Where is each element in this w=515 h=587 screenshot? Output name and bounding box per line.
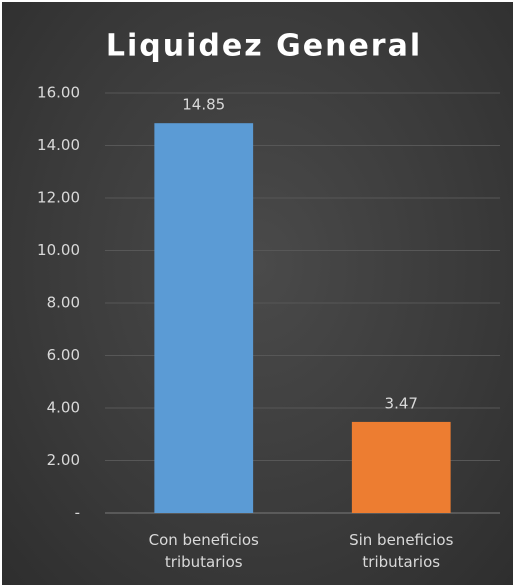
y-tick-label: 4.00 xyxy=(47,399,80,417)
x-tick-label: Sin beneficios tributarios xyxy=(349,531,454,571)
data-label: 14.85 xyxy=(182,96,225,114)
y-tick-label: - xyxy=(75,504,80,522)
bar xyxy=(351,421,451,513)
y-tick-label: 8.00 xyxy=(47,294,80,312)
y-tick-label: 16.00 xyxy=(37,84,80,102)
x-tick-label: Con beneficios tributarios xyxy=(148,531,259,571)
y-tick-label: 10.00 xyxy=(37,241,80,259)
chart-title: Liquidez General xyxy=(106,29,422,64)
y-tick-label: 2.00 xyxy=(47,451,80,469)
data-label: 3.47 xyxy=(385,394,418,412)
y-tick-label: 6.00 xyxy=(47,346,80,364)
y-tick-label: 12.00 xyxy=(37,189,80,207)
y-tick-label: 14.00 xyxy=(37,136,80,154)
bar xyxy=(154,123,254,513)
